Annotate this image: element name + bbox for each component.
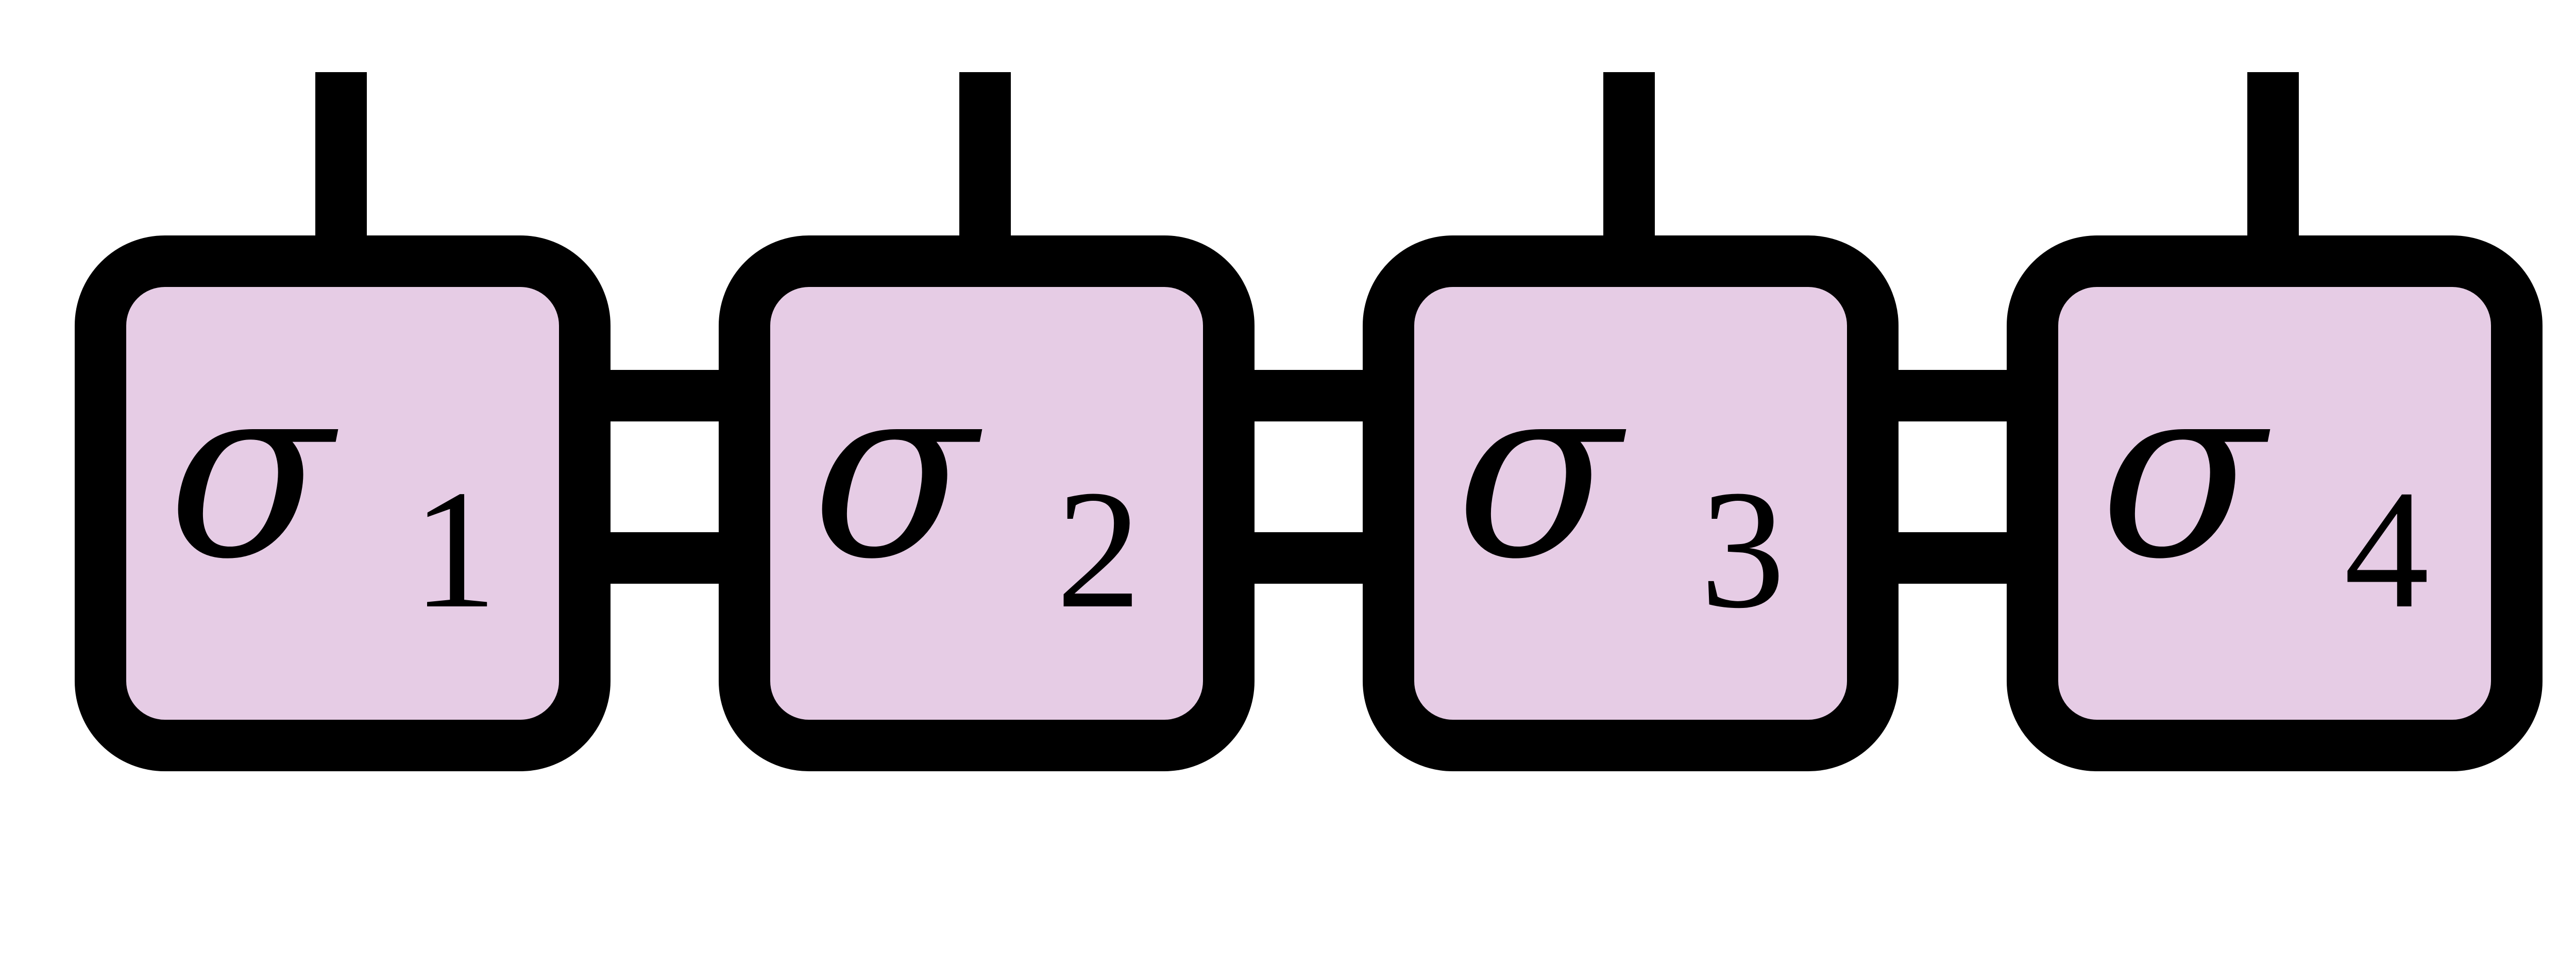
node-symbol: σ xyxy=(2099,330,2274,612)
node-subscript: 1 xyxy=(412,455,497,643)
node-subscript: 2 xyxy=(1056,455,1141,643)
tensor-node-box xyxy=(2007,235,2543,771)
node-symbol: σ xyxy=(811,330,986,612)
node-symbol: σ xyxy=(167,330,342,612)
open-legs-layer xyxy=(315,72,2299,287)
node-subscript: 3 xyxy=(1700,455,1785,643)
node-subscript: 4 xyxy=(2344,455,2429,643)
tensor-node-box xyxy=(75,235,611,771)
tensor-node-box xyxy=(719,235,1255,771)
tensor-node-box xyxy=(1363,235,1899,771)
node-symbol: σ xyxy=(1455,330,1630,612)
